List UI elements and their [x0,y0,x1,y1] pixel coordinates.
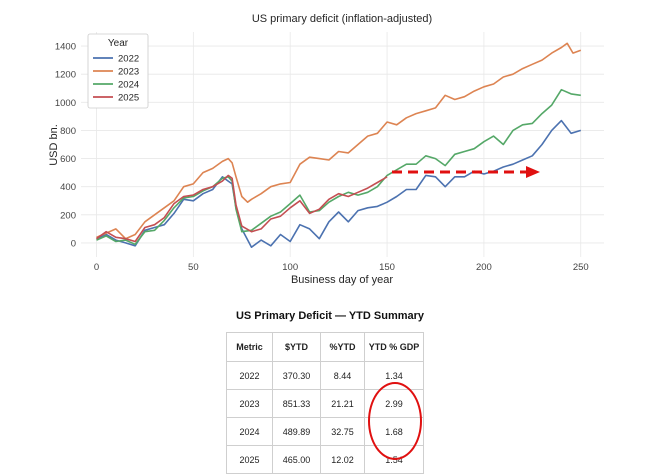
deficit-line-chart: 0 50 100 150 200 250 0 200 400 600 800 1000 1200 140… [48,13,604,286]
cell-year: 2024 [226,417,273,446]
y-tick-labels: 0 200 400 600 800 1000 1200 1400 [55,42,76,250]
cell-year: 2022 [226,361,273,390]
y-tick-label: 800 [60,126,76,137]
header-ytd-gdp: YTD % GDP [364,332,424,362]
series-lines [96,42,582,248]
x-tick-label: 50 [188,262,199,273]
header-pct-ytd: %YTD [320,332,365,362]
series-line-2023 [96,42,582,240]
plot-area [81,32,604,257]
x-tick-label: 150 [379,262,395,273]
y-tick-label: 1200 [55,70,76,81]
highlight-circle-annotation [368,382,422,460]
legend: Year 2022 2023 2024 2025 [87,33,149,109]
cell-pct-ytd: 8.44 [320,361,365,390]
series-line-2025 [96,174,388,243]
series-line-2022 [96,119,582,248]
series-line-2024 [96,88,581,246]
cell-pct-ytd: 32.75 [320,417,365,446]
grid-lines [81,32,604,257]
y-tick-label: 0 [71,238,76,249]
x-tick-label: 100 [282,262,298,273]
cell-pct-ytd: 12.02 [320,445,365,474]
legend-title: Year [108,38,129,49]
x-tick-labels: 0 50 100 150 200 250 [94,262,589,273]
cell-ytd: 489.89 [272,417,321,446]
cell-pct-ytd: 21.21 [320,389,365,418]
table-title: US Primary Deficit — YTD Summary [235,310,425,322]
y-axis-label: USD bn. [48,124,60,166]
header-metric: Metric [226,332,273,362]
x-axis-label: Business day of year [291,274,393,286]
x-tick-label: 250 [573,262,589,273]
cell-ytd: 851.33 [272,389,321,418]
table-header-row: Metric $YTD %YTD YTD % GDP [226,332,424,362]
cell-year: 2025 [226,445,273,474]
legend-box [87,33,149,109]
cell-ytd: 370.30 [272,361,321,390]
chart-title: US primary deficit (inflation-adjusted) [252,13,432,25]
x-tick-label: 0 [94,262,99,273]
table-row: 2022 370.30 8.44 1.34 [226,361,424,390]
y-tick-label: 600 [60,154,76,165]
cell-year: 2023 [226,389,273,418]
legend-label-2023: 2023 [118,67,139,78]
y-tick-label: 400 [60,182,76,193]
y-tick-label: 1000 [55,98,76,109]
legend-label-2025: 2025 [118,93,139,104]
header-ytd: $YTD [272,332,321,362]
x-tick-label: 200 [476,262,492,273]
y-tick-label: 1400 [55,42,76,53]
legend-label-2024: 2024 [118,80,139,91]
y-tick-label: 200 [60,210,76,221]
legend-label-2022: 2022 [118,54,139,65]
dashed-arrow-annotation [392,166,540,178]
dashed-arrow-head [526,166,540,178]
cell-ytd: 465.00 [272,445,321,474]
